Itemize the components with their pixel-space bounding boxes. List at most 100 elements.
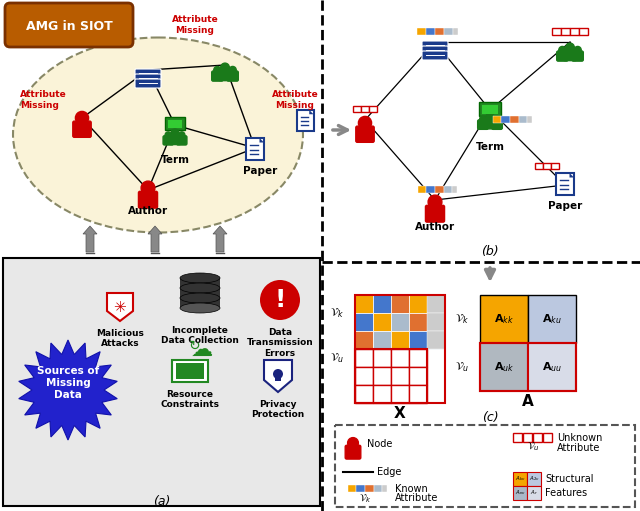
Text: X: X: [394, 406, 406, 421]
Bar: [513, 472, 527, 486]
Text: Sources of
Missing
Data: Sources of Missing Data: [37, 365, 99, 401]
Bar: [409, 385, 427, 403]
FancyBboxPatch shape: [335, 425, 635, 507]
FancyBboxPatch shape: [169, 134, 181, 145]
Ellipse shape: [13, 37, 303, 233]
Bar: [373, 331, 391, 349]
Text: Author: Author: [415, 222, 455, 232]
FancyArrow shape: [213, 226, 227, 252]
Circle shape: [171, 129, 179, 136]
FancyBboxPatch shape: [177, 136, 187, 145]
Text: ✳: ✳: [114, 299, 126, 314]
Text: Paper: Paper: [548, 201, 582, 211]
Text: $\mathcal{V}_k$: $\mathcal{V}_k$: [359, 493, 371, 505]
Bar: [391, 295, 409, 313]
Circle shape: [348, 437, 358, 448]
Bar: [444, 28, 453, 35]
Bar: [355, 313, 373, 331]
Bar: [482, 105, 498, 113]
FancyBboxPatch shape: [557, 51, 568, 61]
Bar: [391, 313, 409, 331]
Text: Paper: Paper: [243, 166, 277, 176]
Bar: [427, 295, 445, 313]
Bar: [552, 28, 561, 35]
Text: $\mathcal{V}_k$: $\mathcal{V}_k$: [330, 306, 344, 320]
Bar: [391, 349, 409, 367]
FancyBboxPatch shape: [163, 136, 173, 145]
Bar: [355, 295, 445, 403]
Polygon shape: [264, 360, 292, 392]
Bar: [480, 295, 528, 343]
Circle shape: [165, 132, 172, 138]
Bar: [382, 485, 387, 492]
FancyBboxPatch shape: [227, 71, 238, 81]
Text: Structural: Structural: [545, 474, 593, 484]
Text: $\mathcal{V}_u$: $\mathcal{V}_u$: [330, 351, 344, 365]
Text: Node: Node: [367, 439, 392, 449]
Bar: [355, 295, 373, 313]
Bar: [373, 313, 391, 331]
Circle shape: [260, 280, 300, 320]
Ellipse shape: [180, 293, 220, 303]
Polygon shape: [259, 138, 264, 143]
Text: $\mathcal{V}_u$: $\mathcal{V}_u$: [455, 360, 469, 374]
Bar: [180, 298, 220, 308]
Bar: [502, 116, 510, 123]
Text: Attribute
Missing: Attribute Missing: [20, 90, 67, 110]
Polygon shape: [19, 340, 117, 440]
Bar: [391, 367, 409, 385]
Bar: [373, 367, 391, 385]
FancyBboxPatch shape: [345, 445, 361, 459]
Bar: [373, 295, 391, 313]
Text: Privacy
Protection: Privacy Protection: [252, 400, 305, 420]
Circle shape: [566, 43, 574, 52]
Polygon shape: [570, 173, 574, 177]
Text: (a): (a): [154, 496, 171, 508]
Bar: [355, 349, 427, 403]
FancyArrow shape: [148, 226, 162, 252]
Text: Attribute: Attribute: [395, 493, 438, 503]
Bar: [355, 385, 373, 403]
Bar: [579, 28, 588, 35]
Bar: [527, 472, 541, 486]
Text: $\mathbf{A}_{ku}$: $\mathbf{A}_{ku}$: [542, 312, 562, 326]
Circle shape: [141, 181, 155, 195]
Text: A: A: [522, 393, 534, 408]
Bar: [356, 485, 365, 492]
FancyBboxPatch shape: [422, 51, 448, 60]
Bar: [480, 343, 528, 391]
Bar: [427, 313, 445, 331]
Bar: [523, 433, 532, 442]
Bar: [176, 363, 204, 379]
Bar: [417, 28, 426, 35]
Bar: [361, 106, 369, 112]
Text: ↻: ↻: [189, 339, 201, 353]
Bar: [369, 106, 377, 112]
Text: Incomplete
Data Collection: Incomplete Data Collection: [161, 326, 239, 345]
Text: $\mathcal{V}_k$: $\mathcal{V}_k$: [455, 312, 469, 326]
FancyBboxPatch shape: [422, 41, 448, 50]
Circle shape: [480, 115, 486, 122]
Bar: [543, 433, 552, 442]
Circle shape: [273, 369, 283, 379]
Bar: [391, 385, 409, 403]
Polygon shape: [107, 293, 133, 321]
Bar: [551, 163, 559, 169]
Bar: [409, 349, 427, 367]
Bar: [409, 331, 427, 349]
FancyBboxPatch shape: [426, 205, 445, 222]
Bar: [528, 295, 576, 343]
Text: Resource
Constraints: Resource Constraints: [161, 390, 220, 409]
Text: (b): (b): [481, 245, 499, 259]
FancyBboxPatch shape: [135, 69, 161, 78]
Bar: [493, 116, 502, 123]
FancyBboxPatch shape: [563, 49, 577, 61]
Bar: [180, 288, 220, 298]
Text: Term: Term: [476, 142, 504, 152]
Bar: [479, 102, 501, 115]
Bar: [518, 116, 527, 123]
Ellipse shape: [180, 283, 220, 293]
FancyBboxPatch shape: [492, 120, 502, 129]
Bar: [426, 186, 435, 193]
Bar: [172, 360, 208, 382]
